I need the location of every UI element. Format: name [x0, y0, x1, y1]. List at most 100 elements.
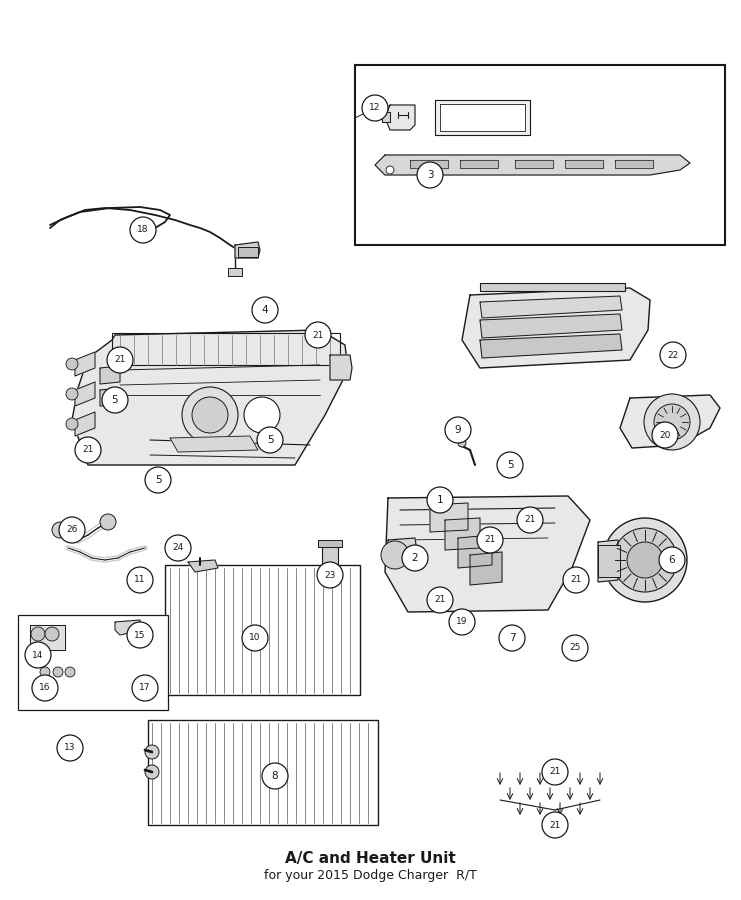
Circle shape [132, 675, 158, 701]
Text: 19: 19 [456, 617, 468, 626]
Polygon shape [30, 625, 65, 650]
Circle shape [262, 763, 288, 789]
Circle shape [458, 439, 466, 447]
Circle shape [40, 667, 50, 677]
Bar [598, 545, 620, 577]
Text: 11: 11 [134, 575, 146, 584]
Polygon shape [615, 160, 653, 168]
Polygon shape [100, 388, 120, 406]
Circle shape [381, 541, 409, 569]
Circle shape [362, 95, 388, 121]
Circle shape [402, 545, 428, 571]
Circle shape [317, 562, 343, 588]
Circle shape [182, 387, 238, 443]
Circle shape [477, 527, 503, 553]
Polygon shape [430, 503, 468, 532]
Circle shape [165, 535, 191, 561]
Text: 21: 21 [312, 330, 324, 339]
Polygon shape [480, 334, 622, 358]
Bar [18, 615, 168, 710]
Circle shape [102, 387, 128, 413]
Polygon shape [115, 620, 142, 635]
Polygon shape [445, 518, 480, 550]
Circle shape [654, 404, 690, 440]
Polygon shape [375, 155, 690, 175]
Circle shape [257, 427, 283, 453]
Circle shape [542, 759, 568, 785]
Circle shape [53, 667, 63, 677]
Text: 4: 4 [262, 305, 268, 315]
Polygon shape [100, 366, 120, 384]
Circle shape [542, 812, 568, 838]
Text: 5: 5 [112, 395, 119, 405]
Circle shape [57, 735, 83, 761]
Text: 8: 8 [272, 771, 279, 781]
Circle shape [242, 625, 268, 651]
Circle shape [59, 517, 85, 543]
Circle shape [517, 507, 543, 533]
Polygon shape [382, 112, 390, 122]
Text: 21: 21 [571, 575, 582, 584]
Text: 21: 21 [549, 768, 561, 777]
Circle shape [644, 394, 700, 450]
Circle shape [659, 547, 685, 573]
Text: 9: 9 [455, 425, 462, 435]
Polygon shape [480, 314, 622, 338]
Circle shape [499, 625, 525, 651]
Text: 18: 18 [137, 226, 149, 235]
Bar [480, 283, 625, 291]
Circle shape [417, 162, 443, 188]
Polygon shape [170, 436, 258, 452]
Circle shape [145, 765, 159, 779]
Circle shape [660, 342, 686, 368]
Polygon shape [435, 100, 530, 135]
Polygon shape [620, 395, 720, 448]
Text: 21: 21 [434, 596, 445, 605]
Bar [165, 565, 360, 695]
Bar [148, 720, 378, 825]
Polygon shape [75, 352, 95, 376]
Polygon shape [75, 382, 95, 406]
Polygon shape [72, 330, 348, 465]
Text: 15: 15 [134, 631, 146, 640]
Circle shape [32, 675, 58, 701]
Text: 2: 2 [412, 553, 419, 563]
Polygon shape [515, 160, 553, 168]
Circle shape [145, 745, 159, 759]
Bar [318, 540, 342, 547]
Text: 6: 6 [668, 555, 675, 565]
Polygon shape [385, 105, 415, 130]
Text: for your 2015 Dodge Charger  R/T: for your 2015 Dodge Charger R/T [264, 868, 477, 881]
Polygon shape [598, 540, 618, 582]
Polygon shape [440, 104, 525, 131]
Circle shape [497, 452, 523, 478]
Polygon shape [330, 355, 352, 380]
Polygon shape [480, 296, 622, 318]
Text: 5: 5 [267, 435, 273, 445]
Circle shape [652, 422, 678, 448]
Text: 5: 5 [507, 460, 514, 470]
Circle shape [127, 567, 153, 593]
Bar [355, 65, 725, 245]
Circle shape [305, 322, 331, 348]
Circle shape [386, 166, 394, 174]
Circle shape [52, 522, 68, 538]
Circle shape [562, 635, 588, 661]
Circle shape [382, 104, 388, 112]
Circle shape [127, 622, 153, 648]
Circle shape [613, 528, 677, 592]
Text: 12: 12 [369, 104, 381, 112]
Polygon shape [188, 560, 218, 572]
Text: 24: 24 [173, 544, 184, 553]
Circle shape [563, 567, 589, 593]
Polygon shape [565, 160, 603, 168]
Bar [112, 333, 340, 365]
Polygon shape [462, 288, 650, 368]
Circle shape [66, 418, 78, 430]
Text: 3: 3 [427, 170, 433, 180]
Text: 21: 21 [114, 356, 126, 364]
Text: 23: 23 [325, 571, 336, 580]
Text: 1: 1 [436, 495, 443, 505]
Polygon shape [75, 412, 95, 436]
Text: 16: 16 [39, 683, 50, 692]
